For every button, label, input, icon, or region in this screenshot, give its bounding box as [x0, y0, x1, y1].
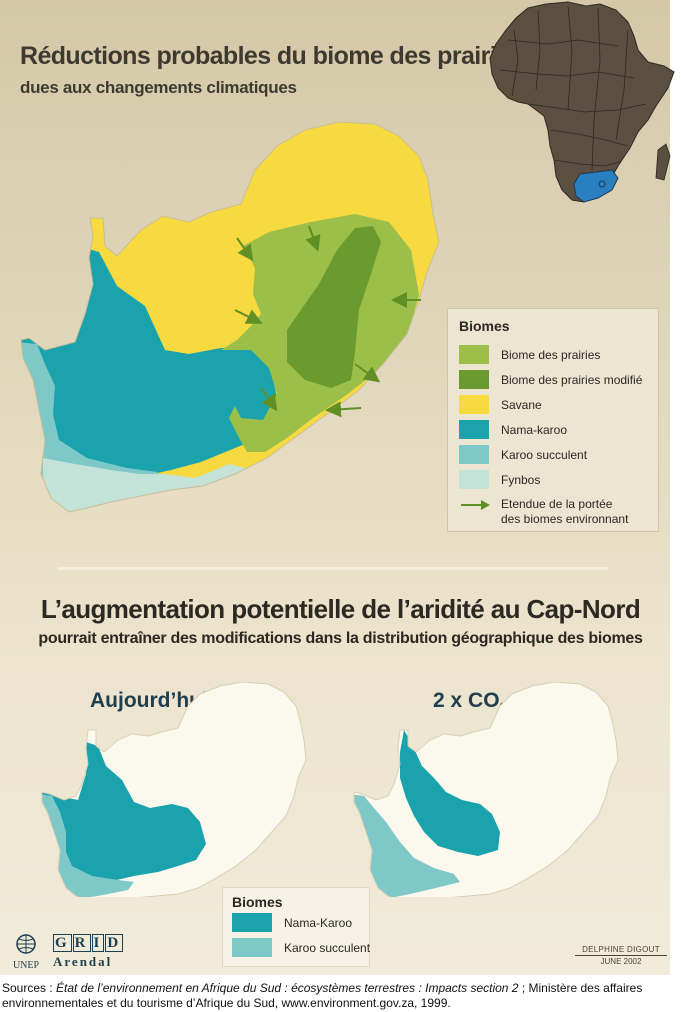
legend-swatch — [459, 445, 489, 464]
legend-arrow-label-line2: des biomes environnant — [501, 512, 629, 526]
south-africa-highlight — [573, 169, 619, 203]
map-outline — [353, 682, 619, 897]
source-title: État de l’environnement en Afrique du Su… — [56, 981, 519, 995]
section-divider — [58, 567, 608, 570]
legend-label: Fynbos — [501, 473, 541, 487]
credit-date: JUNE 2002 — [600, 957, 642, 966]
co2-title-main: 2 x CO — [433, 689, 500, 712]
africa-inset-map — [489, 1, 675, 203]
madagascar — [655, 143, 671, 181]
legend-arrow-label: Etendue de la portée des biomes environn… — [501, 497, 628, 527]
nama-karoo-area — [400, 730, 500, 856]
author-credit: DELPHINE DIGOUT JUNE 2002 — [575, 945, 667, 966]
unep-text: UNEP — [12, 960, 40, 971]
top-legend: Biomes Biome des prairies Biome des prai… — [447, 308, 659, 532]
bottom-title: L’augmentation potentielle de l’aridité … — [40, 594, 641, 624]
succulent-karoo-area — [42, 794, 134, 897]
author-name: DELPHINE DIGOUT — [575, 945, 667, 956]
source-note: Sources : État de l’environnement en Afr… — [2, 981, 678, 1011]
grid-letter: I — [91, 934, 105, 952]
africa-borders — [499, 5, 647, 171]
legend-swatch — [459, 470, 489, 489]
modified-grassland-area — [287, 226, 381, 388]
legend-swatch — [459, 345, 489, 364]
range-arrows — [234, 225, 421, 418]
legend-swatch — [459, 370, 489, 389]
bottom-legend: Biomes Nama-Karoo Karoo succulent — [222, 887, 370, 967]
co2-map — [353, 682, 619, 897]
today-map — [41, 682, 307, 897]
source-prefix: Sources : — [2, 981, 57, 995]
legend-swatch — [232, 913, 272, 932]
south-africa-biome-map — [20, 121, 440, 513]
unep-logo: UNEP — [10, 933, 42, 971]
bottom-subtitle: pourrait entraîner des modifications dan… — [38, 630, 643, 647]
legend-swatch — [459, 420, 489, 439]
legend-arrow-label-line1: Etendue de la portée — [501, 497, 613, 511]
source-suffix: ; Ministère des affaires environnemental… — [2, 981, 643, 1010]
africa-continent — [489, 1, 675, 203]
legend-label: Biome des prairies — [501, 348, 601, 362]
legend-label: Biome des prairies modifié — [501, 373, 643, 387]
arendal-text: Arendal — [53, 954, 113, 969]
legend-swatch — [459, 395, 489, 414]
nama-karoo-area — [42, 742, 206, 892]
legend-label: Savane — [501, 398, 542, 412]
legend-label: Karoo succulent — [501, 448, 588, 462]
grid-letter: G — [53, 934, 72, 952]
grid-letter: D — [105, 934, 124, 952]
legend-title: Biomes — [459, 318, 510, 334]
legend-swatch — [232, 938, 272, 957]
succulent-karoo-area — [354, 794, 460, 897]
grid-letter: R — [72, 934, 91, 952]
legend-label: Nama-karoo — [501, 423, 568, 437]
legend-label: Karoo succulent — [284, 941, 371, 955]
today-map-title: Aujourd’hui — [90, 689, 208, 712]
legend-label: Nama-Karoo — [284, 916, 353, 930]
unep-emblem-icon — [16, 934, 36, 954]
top-title: Réductions probables du biome des prairi… — [20, 42, 523, 70]
legend-title: Biomes — [232, 894, 283, 910]
map-outline — [41, 682, 307, 897]
top-subtitle: dues aux changements climatiques — [20, 78, 297, 97]
fynbos-area — [43, 458, 245, 512]
arrow-icon — [461, 500, 490, 510]
